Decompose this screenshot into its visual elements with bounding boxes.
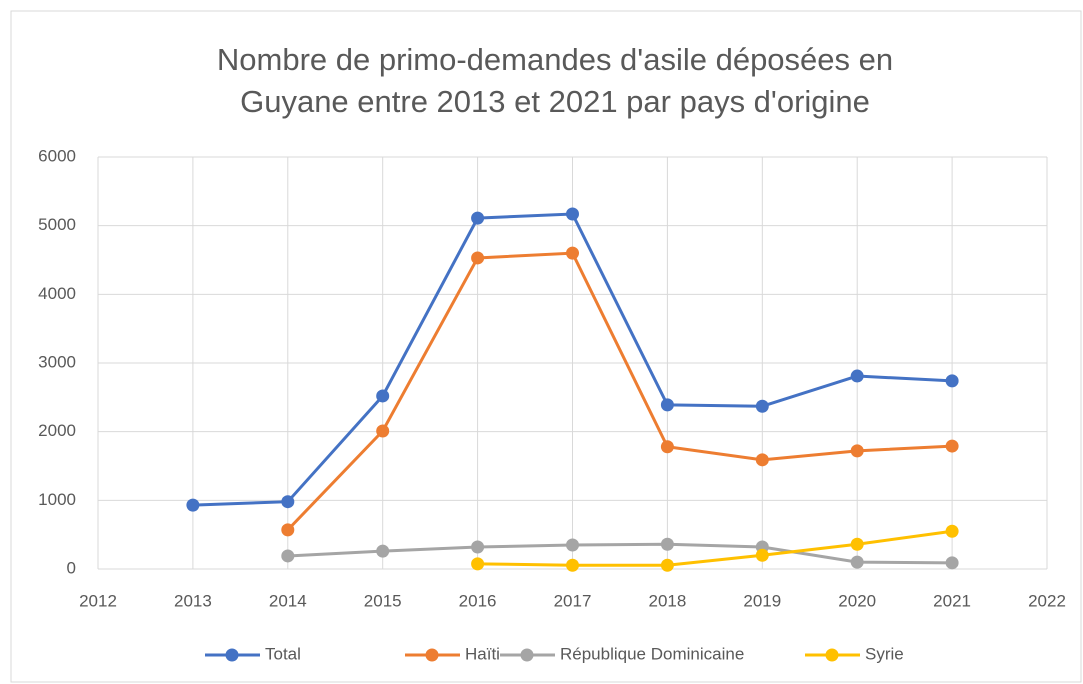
legend-marker bbox=[225, 648, 239, 662]
data-point bbox=[186, 498, 200, 512]
data-point bbox=[660, 537, 674, 551]
legend-label: Syrie bbox=[865, 644, 904, 663]
chart-border bbox=[10, 10, 1082, 683]
data-point bbox=[945, 524, 959, 538]
y-tick-label: 5000 bbox=[38, 215, 76, 234]
legend-label: République Dominicaine bbox=[560, 644, 744, 663]
data-point bbox=[376, 424, 390, 438]
data-point bbox=[471, 211, 485, 225]
data-point bbox=[755, 548, 769, 562]
data-point bbox=[376, 544, 390, 558]
data-point bbox=[281, 523, 295, 537]
data-point bbox=[566, 246, 579, 260]
x-tick-label: 2021 bbox=[933, 591, 971, 610]
x-tick-label: 2016 bbox=[459, 591, 497, 610]
data-point bbox=[850, 444, 864, 458]
data-point bbox=[471, 540, 485, 554]
data-point bbox=[566, 207, 579, 221]
series-line bbox=[286, 251, 953, 531]
data-point bbox=[471, 251, 485, 265]
series-line bbox=[477, 529, 953, 567]
data-point bbox=[566, 558, 579, 572]
legend-marker bbox=[520, 648, 534, 662]
y-tick-label: 2000 bbox=[38, 421, 76, 440]
data-point bbox=[755, 453, 769, 467]
chart-title: Guyane entre 2013 et 2021 par pays d'ori… bbox=[240, 84, 870, 119]
data-point bbox=[471, 557, 485, 571]
data-point bbox=[281, 549, 295, 563]
y-tick-label: 1000 bbox=[38, 490, 76, 509]
data-point bbox=[281, 495, 295, 509]
x-tick-label: 2022 bbox=[1028, 591, 1066, 610]
y-tick-label: 0 bbox=[67, 558, 76, 577]
data-point bbox=[945, 374, 959, 388]
x-tick-label: 2020 bbox=[838, 591, 876, 610]
data-point bbox=[660, 558, 674, 572]
series-line bbox=[287, 542, 953, 565]
x-tick-label: 2018 bbox=[648, 591, 686, 610]
x-tick-label: 2017 bbox=[554, 591, 592, 610]
data-point bbox=[945, 556, 959, 570]
x-tick-label: 2014 bbox=[269, 591, 307, 610]
data-point bbox=[945, 439, 959, 453]
legend-marker bbox=[825, 648, 839, 662]
data-point bbox=[376, 389, 390, 403]
data-point bbox=[755, 399, 769, 413]
data-point bbox=[850, 555, 864, 569]
data-point bbox=[566, 538, 579, 552]
data-point bbox=[850, 537, 864, 551]
y-tick-label: 4000 bbox=[38, 284, 76, 303]
chart-title: Nombre de primo-demandes d'asile déposée… bbox=[217, 42, 893, 77]
y-tick-label: 6000 bbox=[38, 146, 76, 165]
x-tick-label: 2015 bbox=[364, 591, 402, 610]
legend-label: Total bbox=[265, 644, 301, 663]
x-tick-label: 2013 bbox=[174, 591, 212, 610]
legend-marker bbox=[425, 648, 439, 662]
data-point bbox=[660, 440, 674, 454]
x-tick-label: 2019 bbox=[743, 591, 781, 610]
x-tick-label: 2012 bbox=[79, 591, 117, 610]
legend-label: Haïti bbox=[465, 644, 500, 663]
data-point bbox=[850, 369, 864, 383]
data-point bbox=[660, 398, 674, 412]
y-tick-label: 3000 bbox=[38, 352, 76, 371]
